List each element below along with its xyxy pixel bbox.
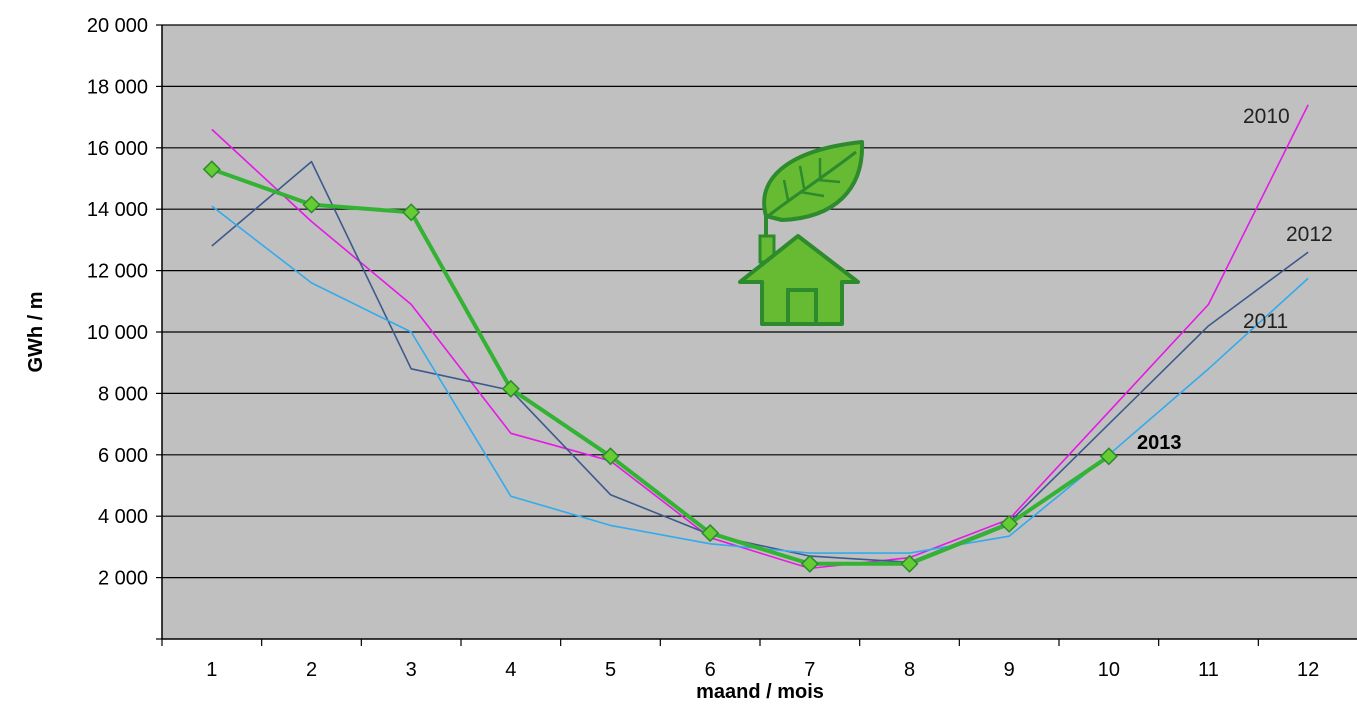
x-tick-label: 9	[1004, 659, 1015, 681]
series-label-2013: 2013	[1137, 432, 1182, 454]
series-line-2012	[211, 160, 1309, 564]
series-label-2012: 2012	[1286, 223, 1333, 246]
y-tick-label: 20 000	[87, 15, 148, 37]
data-point-2013	[501, 379, 520, 398]
series-line-2013	[211, 167, 1110, 566]
y-tick-label: 12 000	[87, 261, 148, 283]
data-point-2013	[302, 195, 321, 214]
x-tick-label: 7	[804, 659, 815, 681]
x-tick-label: 10	[1098, 659, 1120, 681]
series-lines	[211, 104, 1309, 570]
data-point-2013	[701, 524, 720, 543]
x-tick-label: 6	[705, 659, 716, 681]
y-tick-label: 6 000	[98, 445, 148, 467]
data-point-2013	[800, 554, 819, 573]
x-tick-labels: 1 2 3 4 5 6 7 8 9 10 11 12	[206, 659, 1319, 681]
data-point-2013	[1099, 447, 1118, 466]
y-tick-label: 8 000	[98, 383, 148, 405]
y-tick-label: 18 000	[87, 76, 148, 98]
x-tick-label: 11	[1198, 659, 1219, 681]
y-tick-label: 16 000	[87, 138, 148, 160]
series-label-2010: 2010	[1243, 105, 1290, 128]
x-tick-label: 2	[306, 659, 317, 681]
data-point-2013	[202, 160, 221, 179]
y-tick-labels: 2 000 4 000 6 000 8 000 10 000 12 000 14 000 16…	[87, 15, 148, 590]
y-tick-label: 10 000	[87, 322, 148, 344]
series-label-2011: 2011	[1243, 310, 1288, 333]
y-tick-label: 14 000	[87, 199, 148, 221]
x-tick-label: 12	[1297, 659, 1319, 681]
x-tick-label: 5	[605, 659, 616, 681]
axes	[156, 24, 1357, 646]
series-markers	[202, 160, 1118, 573]
y-axis-title: GWh / m	[25, 291, 47, 372]
leaf-house-icon	[738, 140, 865, 326]
x-tick-label: 3	[406, 659, 417, 681]
x-tick-label: 8	[904, 659, 915, 681]
x-axis-title: maand / mois	[696, 681, 824, 703]
x-tick-label: 1	[206, 659, 217, 681]
data-point-2013	[900, 554, 919, 573]
series-line-2010	[211, 104, 1309, 570]
data-point-2013	[1000, 514, 1019, 533]
x-tick-label: 4	[505, 659, 516, 681]
data-point-2013	[402, 203, 421, 222]
y-tick-label: 2 000	[98, 568, 148, 590]
data-point-2013	[601, 447, 620, 466]
y-tick-label: 4 000	[98, 506, 148, 528]
